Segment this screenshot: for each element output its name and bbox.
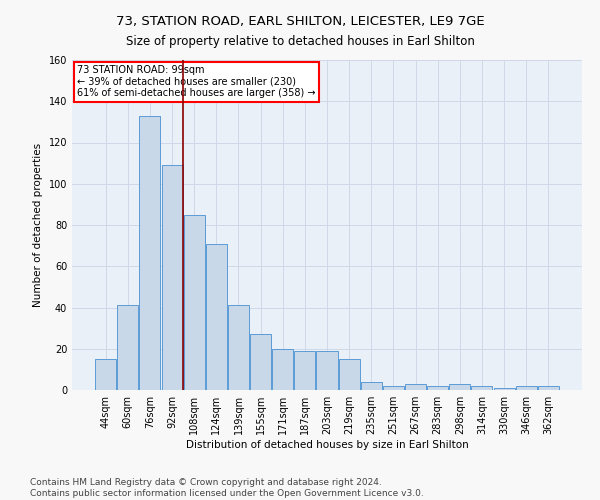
Bar	[95, 359, 116, 390]
Bar	[427, 386, 448, 390]
Bar	[295, 351, 316, 390]
Text: Contains HM Land Registry data © Crown copyright and database right 2024.
Contai: Contains HM Land Registry data © Crown c…	[30, 478, 424, 498]
Bar	[494, 388, 515, 390]
X-axis label: Distribution of detached houses by size in Earl Shilton: Distribution of detached houses by size …	[185, 440, 469, 450]
Bar	[361, 382, 382, 390]
Bar	[272, 349, 293, 390]
Bar	[472, 386, 493, 390]
Text: 73, STATION ROAD, EARL SHILTON, LEICESTER, LE9 7GE: 73, STATION ROAD, EARL SHILTON, LEICESTE…	[116, 15, 484, 28]
Bar	[449, 384, 470, 390]
Bar	[161, 165, 182, 390]
Bar	[405, 384, 426, 390]
Bar	[316, 351, 338, 390]
Bar	[538, 386, 559, 390]
Bar	[184, 214, 205, 390]
Text: Size of property relative to detached houses in Earl Shilton: Size of property relative to detached ho…	[125, 35, 475, 48]
Bar	[515, 386, 536, 390]
Bar	[250, 334, 271, 390]
Bar	[139, 116, 160, 390]
Bar	[383, 386, 404, 390]
Bar	[228, 306, 249, 390]
Bar	[338, 359, 359, 390]
Bar	[206, 244, 227, 390]
Y-axis label: Number of detached properties: Number of detached properties	[33, 143, 43, 307]
Bar	[118, 306, 139, 390]
Text: 73 STATION ROAD: 99sqm
← 39% of detached houses are smaller (230)
61% of semi-de: 73 STATION ROAD: 99sqm ← 39% of detached…	[77, 65, 316, 98]
